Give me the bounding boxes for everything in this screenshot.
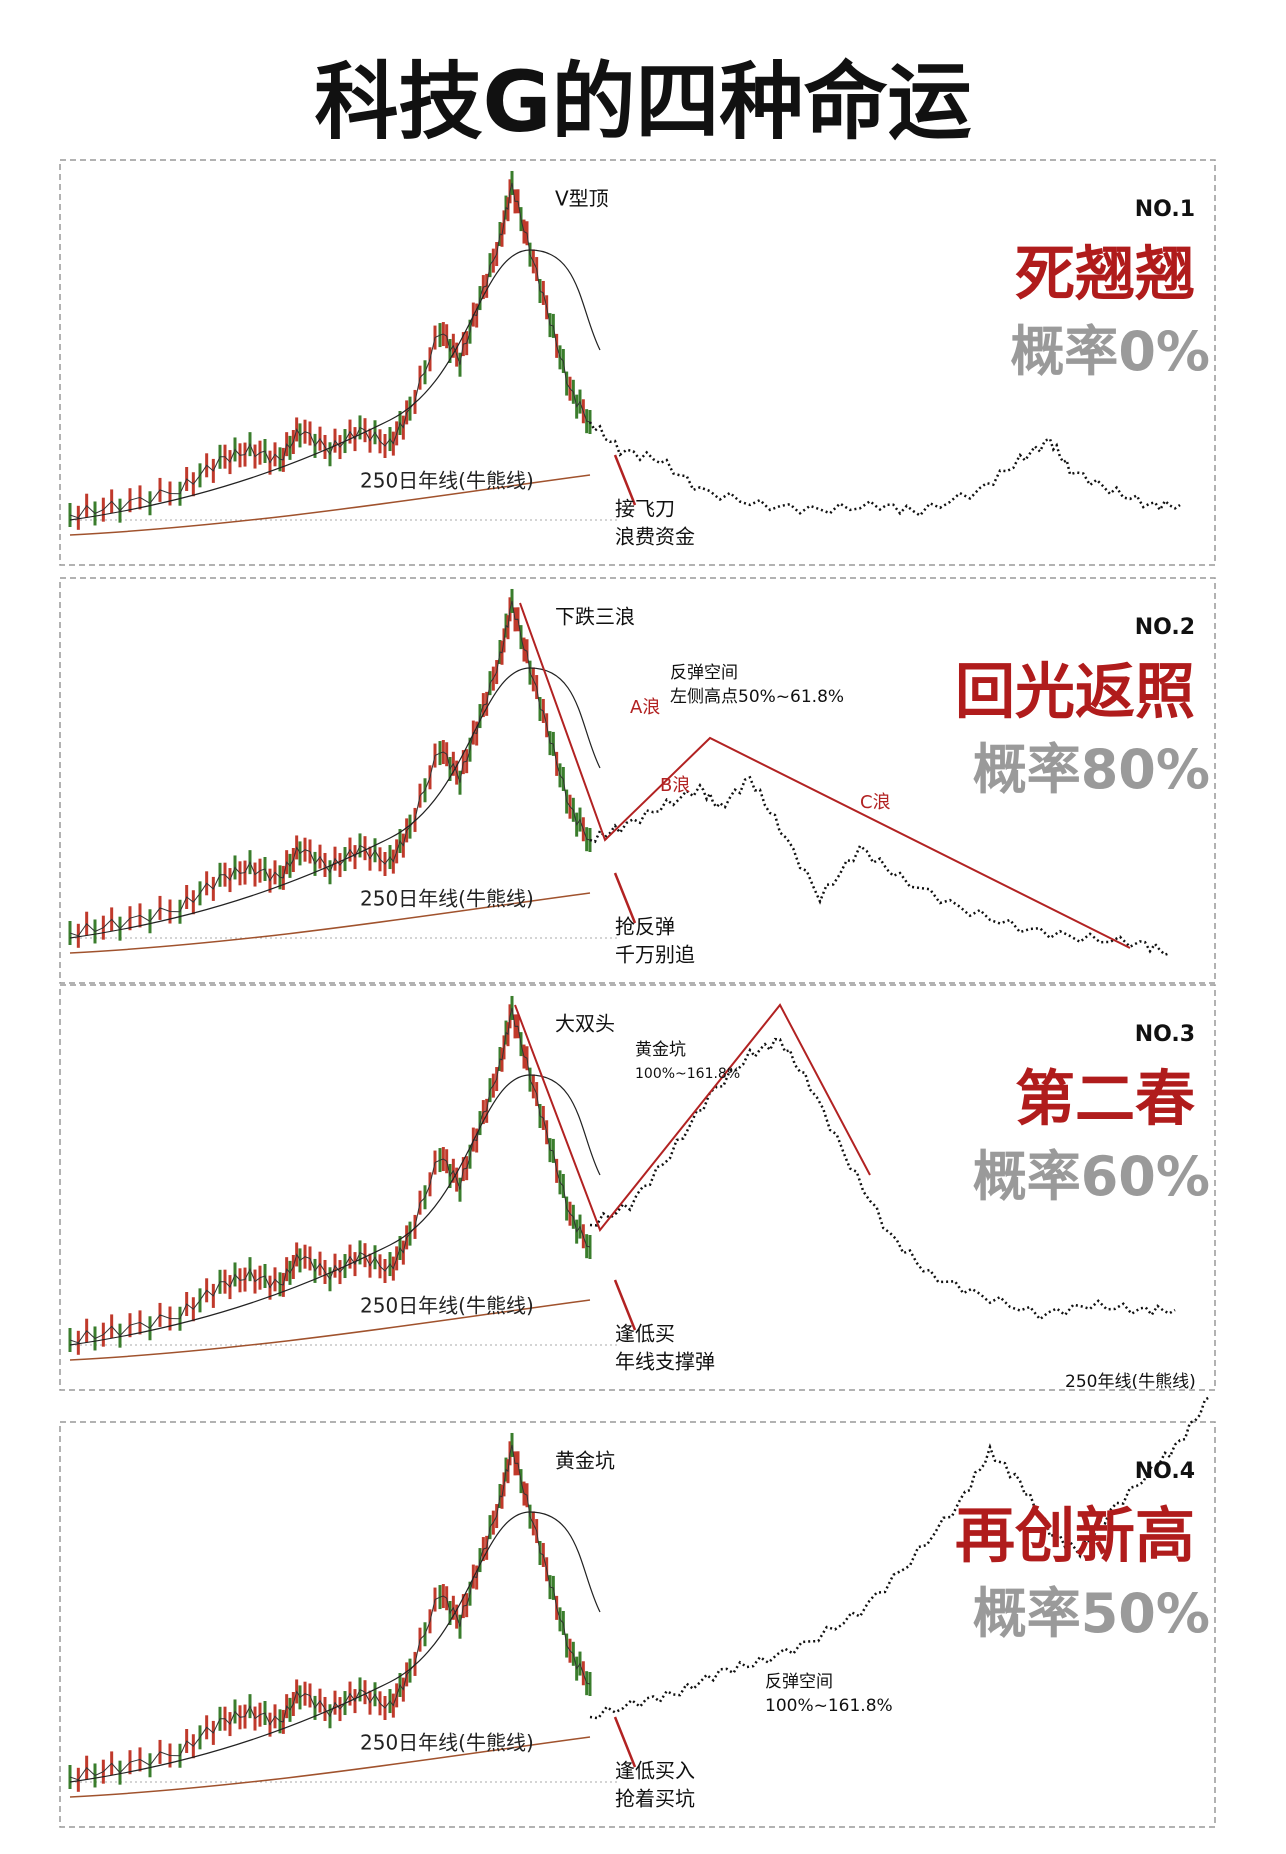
note: 年线支撑弹 <box>615 1350 715 1374</box>
note: 千万别追 <box>615 943 695 967</box>
note: 逢低买入 <box>615 1759 695 1783</box>
tail-line <box>589 1037 1176 1321</box>
wave-label: C浪 <box>860 792 891 813</box>
year-line <box>69 474 591 536</box>
ma-label: 250日年线(牛熊线) <box>360 469 534 493</box>
tail-line <box>588 421 1181 518</box>
wave-label: A浪 <box>630 697 660 718</box>
panel-no: NO.1 <box>1135 197 1195 222</box>
panel-no: NO.2 <box>1135 615 1195 640</box>
tail-line <box>589 1395 1211 1720</box>
moving-average <box>69 249 601 521</box>
scenario-name: 回光返照 <box>955 658 1195 728</box>
ma-label: 250日年线(牛熊线) <box>360 1731 534 1755</box>
red-arrow <box>613 872 637 924</box>
price-line <box>69 182 591 519</box>
moving-average <box>69 1511 601 1783</box>
price-line <box>69 1444 591 1781</box>
wave-label: B浪 <box>660 775 690 796</box>
moving-average <box>69 1074 601 1346</box>
probability-value: 0% <box>1118 320 1210 383</box>
ma-label: 250日年线(牛熊线) <box>360 887 534 911</box>
red-arrow <box>613 1716 637 1768</box>
pattern-label: 下跌三浪 <box>555 605 635 629</box>
note: 逢低买 <box>615 1322 675 1346</box>
space-note: 反弹空间 <box>670 663 738 683</box>
probability-value: 50% <box>1081 1582 1210 1645</box>
year-line <box>69 892 591 954</box>
note: 接飞刀 <box>615 497 675 521</box>
space-note: 100%~161.8% <box>765 1696 893 1716</box>
probability: 概率50% <box>973 1582 1210 1645</box>
tail-line <box>589 775 1171 957</box>
probability-label: 概率 <box>1010 320 1118 383</box>
panel-no: NO.3 <box>1135 1022 1195 1047</box>
title: 科技G的四种命运 <box>315 53 972 151</box>
probability: 概率0% <box>1010 320 1210 383</box>
red-arrow <box>613 454 637 506</box>
probability: 概率80% <box>973 738 1210 801</box>
note: 浪费资金 <box>615 525 695 549</box>
scenario-name: 第二春 <box>1015 1065 1195 1135</box>
top-label: 250年线(牛熊线) <box>1065 1372 1196 1392</box>
space-note: 左侧高点50%~61.8% <box>670 687 844 707</box>
price-line <box>69 1007 591 1344</box>
probability-label: 概率 <box>973 1145 1081 1208</box>
moving-average <box>69 667 601 939</box>
ma-label: 250日年线(牛熊线) <box>360 1294 534 1318</box>
probability-label: 概率 <box>973 738 1081 801</box>
probability-label: 概率 <box>973 1582 1081 1645</box>
year-line <box>69 1299 591 1361</box>
pattern-label: V型顶 <box>555 187 609 211</box>
year-line <box>69 1736 591 1798</box>
red-arrow <box>613 1279 637 1331</box>
price-line <box>69 600 591 937</box>
panel-no: NO.4 <box>1135 1459 1195 1484</box>
scenario-name: 死翘翘 <box>1015 240 1195 310</box>
probability-value: 60% <box>1081 1145 1210 1208</box>
wave-line <box>514 1003 871 1232</box>
note: 抢着买坑 <box>615 1787 695 1811</box>
wave-line <box>519 602 1131 949</box>
panels: 250日年线(牛熊线)V型顶接飞刀浪费资金NO.1死翘翘概率0%250日年线(牛… <box>59 159 1216 1828</box>
probability-value: 80% <box>1081 738 1210 801</box>
note: 抢反弹 <box>615 915 675 939</box>
probability: 概率60% <box>973 1145 1210 1208</box>
pattern-label: 黄金坑 <box>555 1449 615 1473</box>
pattern-label: 大双头 <box>555 1012 615 1036</box>
space-note: 100%~161.8% <box>635 1066 740 1082</box>
space-note: 反弹空间 <box>765 1672 833 1692</box>
scenario-name: 再创新高 <box>955 1502 1195 1572</box>
space-note: 黄金坑 <box>635 1040 686 1060</box>
